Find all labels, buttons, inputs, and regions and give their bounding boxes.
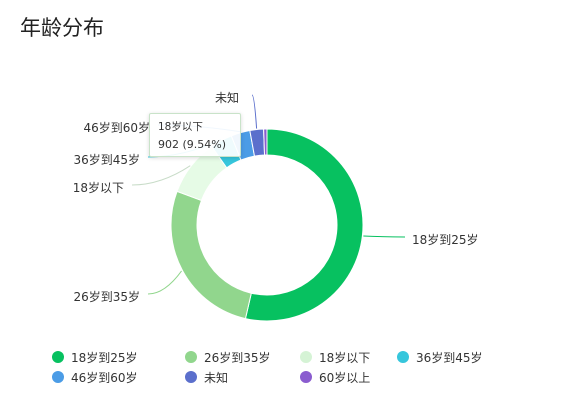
legend-swatch [300, 371, 312, 383]
label-leader-line [147, 270, 182, 295]
tooltip-value: 902 (9.54%) [158, 138, 227, 151]
tooltip-label: 18岁以下 [158, 121, 203, 133]
label-leader-line [363, 235, 406, 238]
legend-item[interactable]: 18岁以下 [300, 348, 370, 366]
legend-swatch [397, 351, 409, 363]
legend-label: 26岁到35岁 [204, 350, 271, 365]
legend-label: 46岁到60岁 [71, 370, 138, 385]
legend-swatch [185, 351, 197, 363]
slice-label: 46岁到60岁 [83, 120, 150, 135]
legend-swatch [52, 351, 64, 363]
legend-item[interactable]: 26岁到35岁 [185, 348, 271, 366]
legend-swatch [300, 351, 312, 363]
label-leader-line [131, 165, 191, 186]
legend-label: 18岁到25岁 [71, 350, 138, 365]
legend-item[interactable]: 46岁到60岁 [52, 368, 138, 386]
slice-label: 36岁到45岁 [73, 152, 140, 167]
slice-label: 18岁到25岁 [412, 232, 479, 247]
legend-label: 36岁到45岁 [416, 350, 483, 365]
legend-swatch [185, 371, 197, 383]
legend-item[interactable]: 未知 [185, 368, 228, 386]
donut-slice[interactable] [170, 190, 252, 320]
tooltip: 18岁以下 902 (9.54%) [149, 113, 241, 157]
donut-slice[interactable] [263, 128, 268, 156]
label-leader-line [251, 94, 258, 129]
slice-label: 26岁到35岁 [73, 289, 140, 304]
slice-label: 18岁以下 [73, 180, 124, 195]
slice-label: 未知 [215, 91, 239, 105]
legend-item[interactable]: 36岁到45岁 [397, 348, 483, 366]
legend-swatch [52, 371, 64, 383]
legend-label: 未知 [204, 370, 229, 385]
chart-title: 年龄分布 [20, 16, 104, 40]
legend-label: 60岁以上 [319, 370, 371, 385]
donut-slice[interactable] [244, 128, 364, 322]
legend-label: 18岁以下 [319, 350, 371, 365]
legend-item[interactable]: 60岁以上 [300, 368, 370, 386]
legend-item[interactable]: 18岁到25岁 [52, 348, 138, 366]
